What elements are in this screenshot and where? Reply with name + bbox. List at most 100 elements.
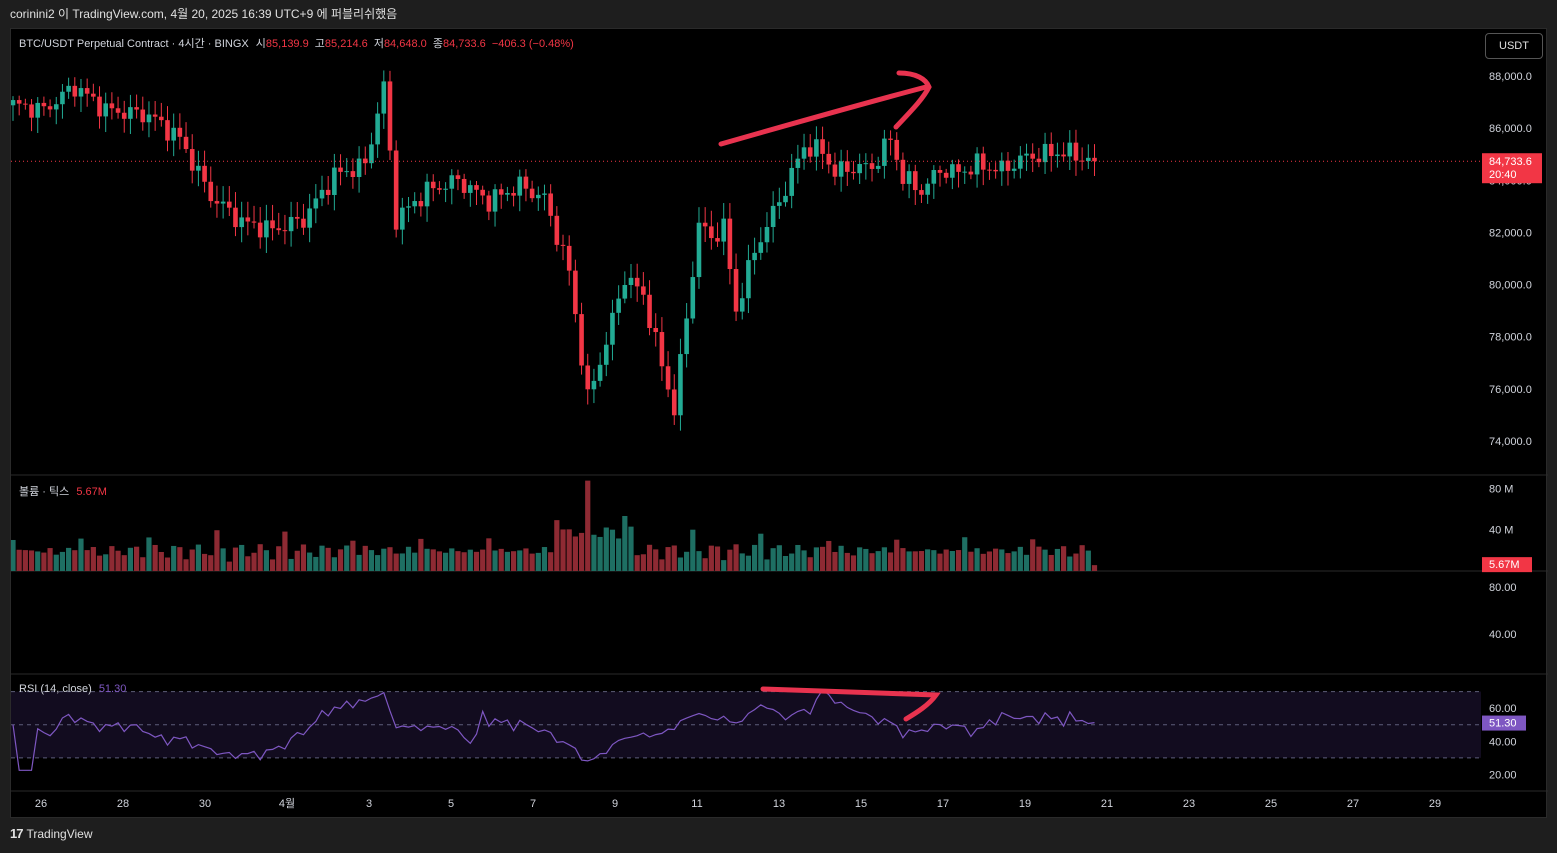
volume-bar (226, 561, 232, 571)
volume-bar (690, 529, 696, 571)
candle-body (437, 188, 442, 190)
symbol-name: BTC/USDT Perpetual Contract · 4시간 · BING… (19, 38, 249, 50)
candle-body (758, 242, 764, 253)
time-axis-label: 21 (1101, 798, 1113, 810)
candle-body (956, 164, 961, 172)
candle-body (845, 161, 850, 172)
volume-bar (1036, 546, 1042, 571)
volume-bar (127, 547, 134, 571)
volume-bar (140, 557, 146, 571)
candle-body (733, 269, 739, 312)
chart-canvas[interactable]: 88,000.086,000.084,000.082,000.080,000.0… (11, 29, 1548, 819)
volume-bar (869, 553, 875, 571)
volume-bar (653, 549, 659, 571)
publish-info: corinini2 이 TradingView.com, 4월 20, 2025… (0, 0, 1557, 28)
volume-bar (795, 544, 801, 571)
volume-bar (1079, 545, 1085, 571)
candle-body (1011, 168, 1017, 171)
rsi-value: 51.30 (98, 683, 127, 695)
candle-body (1061, 154, 1066, 157)
rsi-line (12, 688, 1095, 771)
volume-bar (393, 553, 399, 571)
candle-body (171, 127, 176, 141)
candle-body (900, 159, 906, 184)
volume-bar (782, 555, 789, 571)
price-tag-box (1482, 153, 1542, 184)
volume-bar (881, 547, 887, 571)
open-label: 시 (255, 38, 266, 50)
candle-body (202, 165, 207, 182)
currency-button[interactable]: USDT (1485, 33, 1543, 59)
volume-bar (517, 550, 523, 571)
chart-area[interactable]: 88,000.086,000.084,000.082,000.080,000.0… (10, 28, 1548, 819)
candle-body (375, 113, 380, 145)
volume-bar (807, 557, 813, 571)
volume-bar (535, 552, 541, 571)
volume-bar (455, 551, 461, 571)
candle-body (863, 163, 869, 165)
change-value: −406.3 (−0.48%) (491, 38, 574, 50)
candle-body (529, 188, 535, 199)
volume-bar (826, 540, 832, 571)
volume-value: 5.67M (76, 486, 107, 498)
candle-body (208, 181, 214, 202)
volume-bar (696, 551, 702, 571)
volume-bar (183, 559, 189, 571)
price-axis-label: 78,000.0 (1489, 332, 1532, 344)
volume-bar (35, 551, 41, 571)
volume-bar (665, 547, 671, 571)
volume-bar (375, 555, 381, 571)
candle-body (653, 327, 659, 333)
volume-bar (313, 556, 319, 571)
volume-bar (850, 555, 857, 571)
volume-bar (1091, 565, 1098, 571)
volume-bar (702, 558, 708, 571)
volume-bar (986, 551, 993, 571)
volume-bar (943, 549, 949, 571)
volume-bar (646, 544, 653, 571)
candle-body (573, 270, 578, 315)
volume-bar (90, 547, 96, 571)
volume-bar (993, 548, 999, 571)
candle-body (554, 215, 560, 245)
candle-body (183, 136, 189, 150)
candle-body (752, 252, 757, 261)
volume-bar (158, 551, 164, 571)
candle-body (869, 163, 875, 169)
volume-bar (900, 548, 906, 571)
candle-body (1067, 142, 1073, 157)
candle-body (270, 220, 275, 229)
candle-body (430, 181, 436, 189)
volume-bar (510, 551, 517, 571)
volume-bar (1005, 553, 1011, 571)
candle-body (60, 91, 65, 105)
candle-body (319, 189, 325, 199)
candle-body (801, 147, 807, 159)
volume-bar (84, 550, 90, 571)
volume-bar (560, 529, 566, 571)
candle-body (121, 112, 127, 119)
candle-body (777, 202, 782, 206)
volume-bar (269, 559, 276, 571)
candle-body (474, 185, 479, 190)
volume-bar (727, 549, 733, 571)
close-label: 종 (432, 38, 443, 50)
candle-body (1042, 143, 1048, 163)
volume-bar (776, 545, 782, 571)
volume-bar (906, 551, 912, 571)
volume-bar (319, 545, 325, 571)
close-value: 84,733.6 (442, 38, 486, 50)
volume-bar (745, 555, 752, 571)
rsi-axis-label: 60.00 (1489, 703, 1517, 715)
candle-body (177, 127, 183, 137)
candle-body (542, 193, 547, 195)
volume-bar (47, 548, 53, 571)
volume-bar (968, 551, 974, 571)
candle-body (424, 181, 430, 207)
volume-bar (789, 553, 795, 571)
volume-bar (134, 546, 140, 571)
footer-brand[interactable]: 17 TradingView (10, 826, 93, 841)
low-value: 84,648.0 (383, 38, 427, 50)
candle-body (826, 153, 832, 165)
candle-body (628, 277, 634, 285)
